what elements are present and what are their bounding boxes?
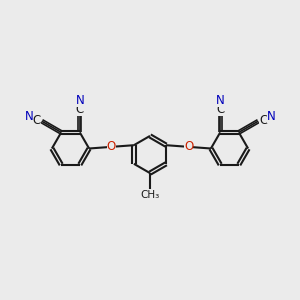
Text: C: C bbox=[33, 114, 41, 127]
Text: N: N bbox=[267, 110, 275, 123]
Text: O: O bbox=[184, 140, 193, 153]
Text: C: C bbox=[259, 114, 267, 127]
Text: C: C bbox=[216, 103, 224, 116]
Text: N: N bbox=[75, 94, 84, 107]
Text: C: C bbox=[76, 103, 84, 116]
Text: N: N bbox=[216, 94, 225, 107]
Text: CH₃: CH₃ bbox=[140, 190, 160, 200]
Text: N: N bbox=[25, 110, 33, 123]
Text: O: O bbox=[107, 140, 116, 153]
